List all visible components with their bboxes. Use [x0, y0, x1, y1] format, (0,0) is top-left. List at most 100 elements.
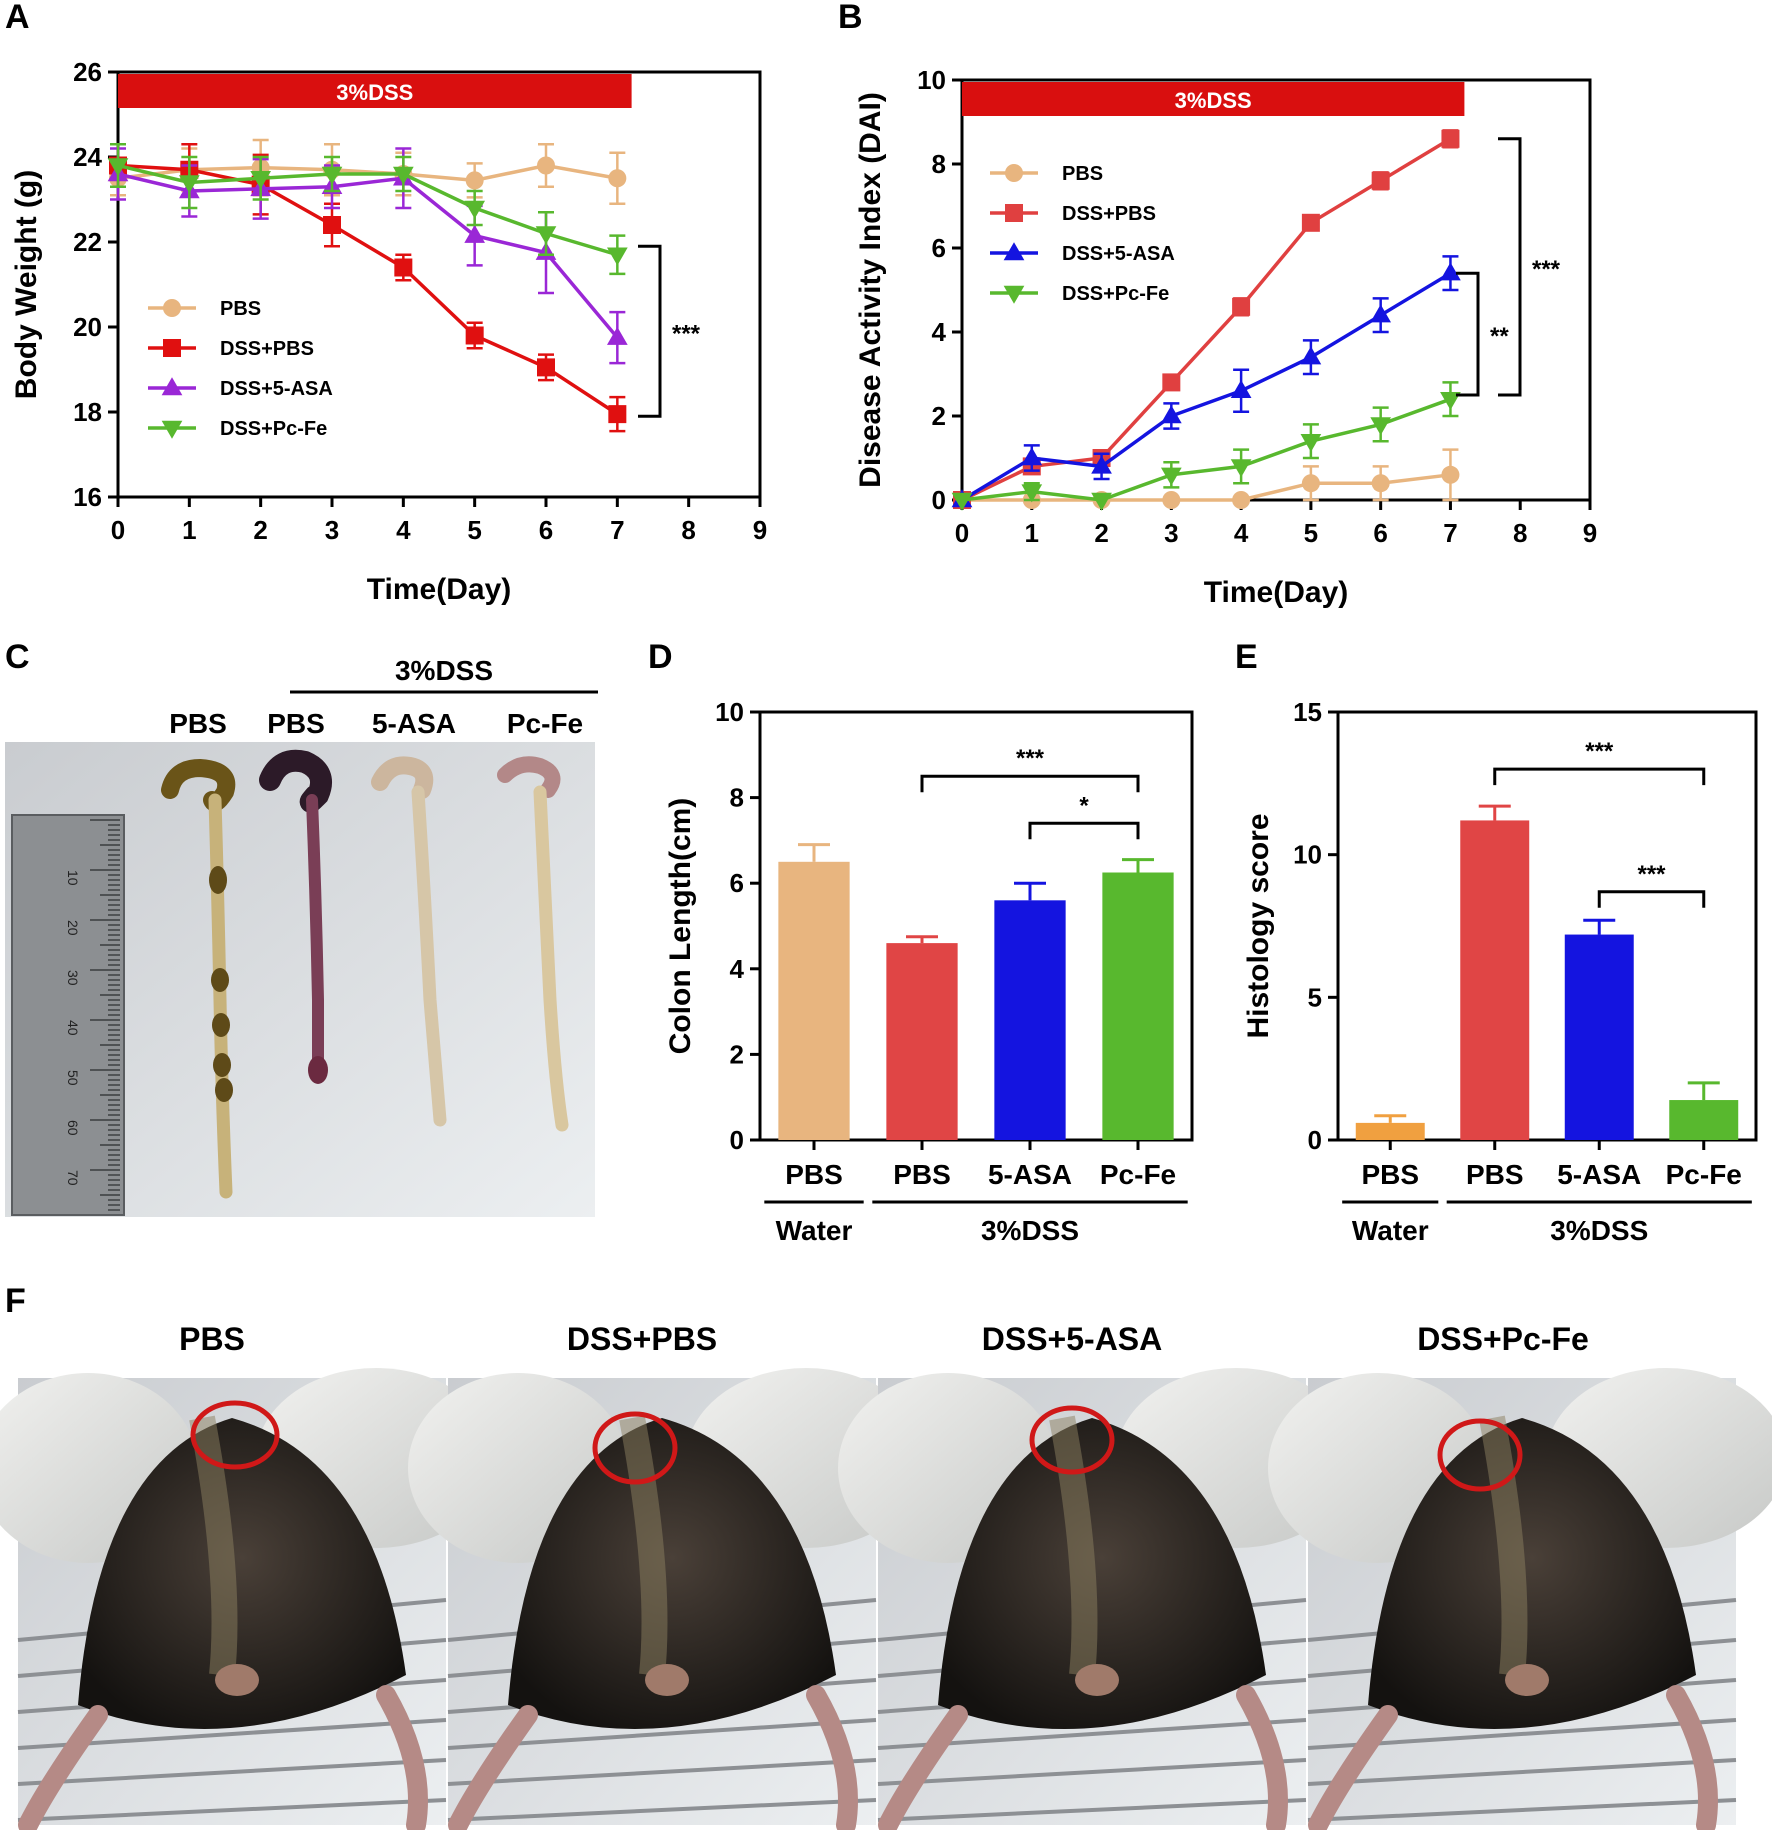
legend-marker — [1005, 204, 1023, 222]
x-tick-label: 2 — [1094, 518, 1108, 548]
bar — [1564, 934, 1634, 1140]
y-tick-label: 15 — [1293, 697, 1322, 727]
y-tick-label: 0 — [932, 485, 946, 515]
data-point — [1091, 492, 1112, 511]
colon-dss-5-asa — [371, 756, 447, 1127]
mouse-leg-right — [806, 1685, 858, 1830]
data-point — [1232, 491, 1251, 509]
y-tick-label: 8 — [730, 783, 744, 813]
panel-c-colon-photo: 3%DSS PBS PBS 5-ASA Pc-Fe 10 20 30 40 50… — [5, 655, 598, 1217]
legend-marker — [163, 339, 181, 357]
y-axis-title: Disease Activity Index (DAI) — [854, 92, 887, 488]
group-label: Water — [1352, 1215, 1429, 1246]
data-point — [178, 175, 200, 194]
anus-highlight-circle — [592, 1411, 678, 1485]
ruler-mark-10: 10 — [65, 870, 81, 886]
panel-f-label-dss-pc-fe: DSS+Pc-Fe — [1417, 1321, 1589, 1357]
significance-label: *** — [1016, 745, 1045, 772]
significance-label: *** — [1637, 861, 1666, 888]
mouse-leg-right — [376, 1685, 428, 1830]
series-line — [961, 397, 1452, 502]
mouse-body — [1368, 1418, 1696, 1729]
legend-label: DSS+5-ASA — [220, 378, 333, 400]
mouse-body — [508, 1418, 836, 1729]
legend-label: DSS+5-ASA — [1062, 243, 1175, 265]
data-point — [465, 326, 484, 345]
colon-dss-pbs — [259, 749, 332, 1084]
x-tick-label: 1 — [182, 515, 196, 545]
data-point — [1162, 491, 1181, 509]
significance-bracket — [1498, 137, 1522, 397]
y-tick-label: 2 — [730, 1039, 744, 1069]
data-point — [1300, 434, 1322, 452]
significance-label: * — [1079, 792, 1089, 819]
significance-bracket — [638, 244, 662, 418]
data-point — [464, 224, 486, 243]
treatment-bar — [118, 74, 632, 108]
ruler-ticks — [90, 819, 120, 1211]
significance-label: *** — [1532, 256, 1561, 283]
data-point — [250, 171, 272, 190]
x-axis-title: Time(Day) — [1204, 576, 1349, 609]
mouse-leg-left — [878, 1705, 968, 1830]
series-line — [117, 163, 618, 183]
x-tick-label: 7 — [1443, 518, 1457, 548]
cage-wire — [1307, 1798, 1737, 1822]
x-tick-label: 3 — [1164, 518, 1178, 548]
panel-f-photos — [0, 1368, 1772, 1830]
mouse-leg-left — [18, 1705, 108, 1830]
plot-frame — [758, 710, 1194, 1142]
data-point — [1301, 213, 1320, 232]
series-line — [117, 172, 619, 339]
x-tick-label: 5 — [467, 515, 481, 545]
data-point — [537, 358, 555, 377]
data-point — [1160, 467, 1182, 486]
y-tick-label: 10 — [1293, 840, 1322, 870]
cage-wire — [877, 1758, 1307, 1786]
plot-frame — [1336, 710, 1758, 1142]
significance-label: ** — [1490, 323, 1509, 350]
mouse-photo-3 — [838, 1368, 1356, 1830]
ruler — [11, 814, 125, 1216]
colon-dss-pc-fe — [497, 756, 569, 1132]
data-point — [1232, 297, 1251, 316]
chart-e-histology-score: 0 5 10 15 Histology score PBS PBS 5-ASA Pc-Fe Wat… — [1242, 697, 1758, 1246]
y-tick-label: 8 — [932, 149, 946, 179]
treatment-bar-label: 3%DSS — [336, 80, 413, 105]
data-point — [1300, 346, 1322, 365]
group-label: 3%DSS — [981, 1215, 1079, 1246]
legend-marker — [163, 299, 181, 317]
mouse-genital — [645, 1664, 689, 1696]
y-tick-label: 22 — [73, 227, 102, 257]
legend-marker — [1003, 242, 1025, 261]
data-point — [537, 156, 555, 175]
panel-letter-f: F — [5, 1282, 26, 1320]
y-tick-label: 26 — [73, 57, 102, 87]
x-tick-label: 4 — [1234, 518, 1249, 548]
series-line — [117, 163, 619, 416]
cage-wire — [447, 1798, 877, 1822]
category-label: 5-ASA — [1557, 1159, 1641, 1190]
mouse-leg-right — [1236, 1685, 1288, 1830]
bar — [994, 900, 1066, 1140]
bar — [778, 861, 850, 1140]
mouse-genital — [1075, 1664, 1119, 1696]
cage-wire — [17, 1758, 447, 1786]
category-label: PBS — [893, 1159, 951, 1190]
data-point — [464, 200, 486, 219]
category-label: 5-ASA — [988, 1159, 1072, 1190]
group-label: Water — [776, 1215, 853, 1246]
data-point — [1441, 465, 1460, 484]
data-point — [1371, 171, 1390, 190]
panel-letter-a: A — [5, 0, 30, 36]
category-label: Pc-Fe — [1666, 1159, 1742, 1190]
ruler-mark-50: 50 — [65, 1070, 81, 1086]
colon-pbs — [161, 758, 236, 1199]
y-axis-title: Histology score — [1242, 813, 1275, 1038]
x-tick-label: 2 — [253, 515, 267, 545]
data-point — [321, 166, 343, 185]
data-point — [394, 258, 413, 277]
cage-wire — [877, 1798, 1307, 1822]
legend-marker — [1005, 164, 1023, 182]
x-tick-label: 1 — [1025, 518, 1039, 548]
